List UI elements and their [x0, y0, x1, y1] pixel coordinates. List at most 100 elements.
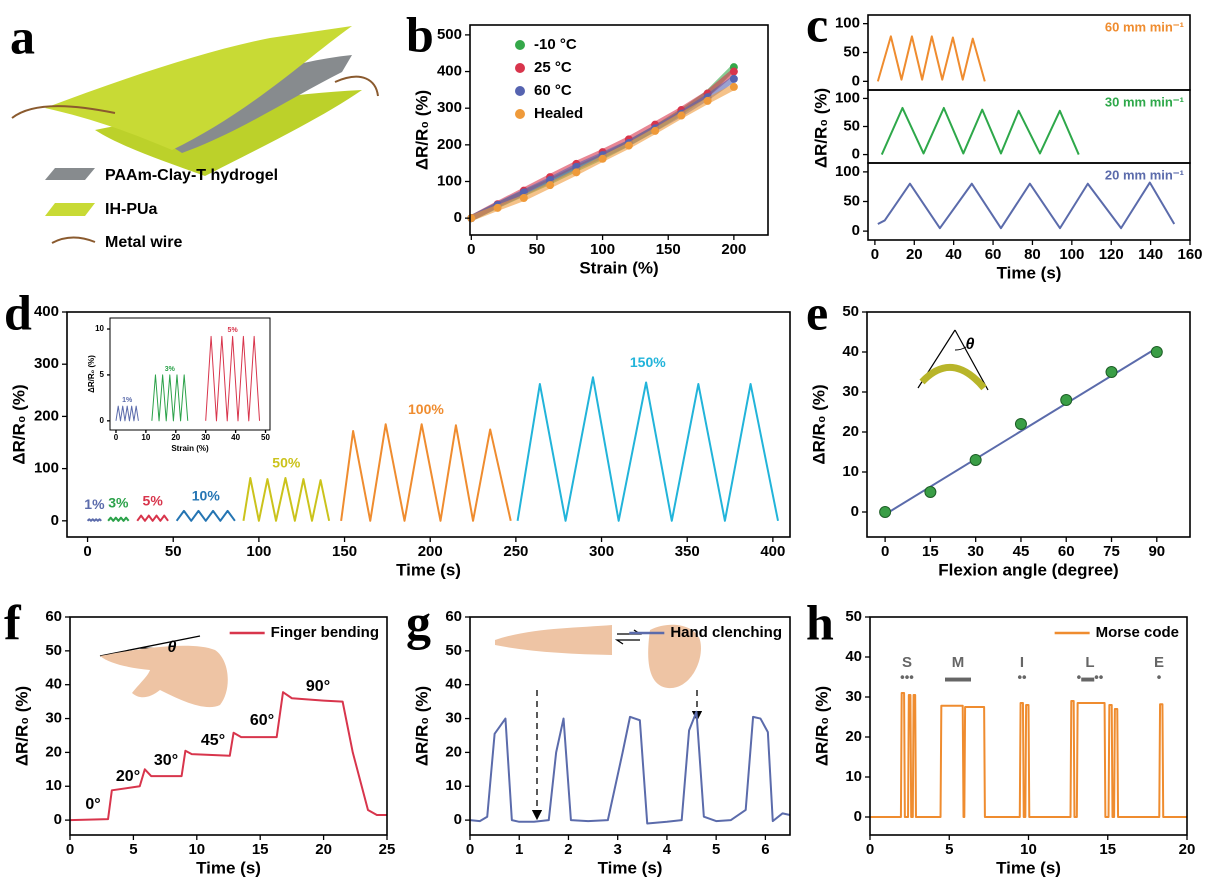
morse-code: •▬••	[1077, 669, 1104, 684]
morse-code: •	[1157, 669, 1162, 684]
x-tick-label: 20	[171, 433, 180, 442]
x-tick-label: 80	[1024, 246, 1041, 263]
x-tick-label: 250	[503, 543, 528, 560]
data-point	[1060, 394, 1073, 406]
x-tick-label: 5	[129, 841, 137, 858]
x-tick-label: 20	[906, 246, 923, 263]
x-axis-label: Strain (%)	[171, 444, 209, 453]
data-line	[69, 691, 387, 822]
morse-letter: S	[902, 654, 912, 671]
legend-label: IH-PUa	[105, 201, 158, 218]
data-point	[924, 486, 937, 498]
data-line	[340, 423, 512, 522]
y-axis-label: ΔR/R₀ (%)	[811, 88, 830, 168]
data-line	[877, 181, 1176, 230]
y-tick-label: 50	[445, 642, 462, 659]
x-tick-label: 200	[721, 241, 746, 258]
x-tick-label: 50	[261, 433, 270, 442]
x-tick-label: 160	[1177, 246, 1202, 263]
series-label: 1%	[84, 496, 105, 512]
legend-label: Hand clenching	[670, 624, 782, 641]
legend-marker	[515, 40, 525, 50]
wire	[11, 105, 116, 119]
morse-code: •••	[900, 669, 914, 684]
y-tick-label: 0	[852, 222, 860, 239]
annotation: θ	[168, 639, 177, 656]
series-label: 1%	[122, 397, 133, 404]
panel-label: f	[4, 594, 22, 650]
y-axis-label: ΔR/R₀ (%)	[412, 90, 431, 170]
y-tick-label: 30	[445, 710, 462, 727]
x-tick-label: 40	[231, 433, 240, 442]
x-tick-label: 10	[141, 433, 150, 442]
annotation: 90°	[306, 678, 330, 695]
y-tick-label: 300	[34, 355, 59, 372]
morse-code: ▬▬	[945, 669, 971, 684]
y-tick-label: 40	[845, 648, 862, 665]
data-line	[136, 514, 169, 522]
y-tick-label: 200	[437, 136, 462, 153]
y-tick-label: 400	[34, 303, 59, 320]
x-tick-label: 60	[1058, 543, 1075, 560]
x-tick-label: 0	[83, 543, 91, 560]
data-line	[86, 518, 102, 522]
series-label: 100%	[408, 401, 444, 417]
series-label: 5%	[228, 327, 239, 334]
data-point	[677, 111, 686, 120]
panel-label: b	[406, 6, 434, 62]
legend-label: Finger bending	[271, 624, 379, 641]
flexion-icon	[917, 329, 989, 391]
x-tick-label: 5	[945, 841, 953, 858]
data-line	[876, 35, 986, 82]
y-tick-label: 300	[437, 99, 462, 116]
morse-letter: E	[1154, 654, 1164, 671]
legend-swatch	[45, 203, 95, 216]
y-tick-label: 0	[852, 146, 860, 163]
axes-frame	[66, 311, 791, 538]
y-tick-label: 40	[45, 676, 62, 693]
y-tick-label: 40	[445, 676, 462, 693]
x-tick-label: 0	[466, 841, 474, 858]
axes-frame	[69, 616, 388, 836]
wire	[334, 75, 379, 97]
data-point	[729, 82, 738, 91]
y-tick-label: 40	[842, 343, 859, 360]
data-point	[1105, 366, 1118, 378]
x-tick-label: 5	[712, 841, 720, 858]
x-tick-label: 75	[1103, 543, 1120, 560]
y-tick-label: 5	[100, 370, 105, 379]
y-tick-label: 60	[45, 608, 62, 625]
x-tick-label: 60	[985, 246, 1002, 263]
y-tick-label: 50	[845, 608, 862, 625]
y-tick-label: 0	[454, 209, 462, 226]
y-tick-label: 0	[454, 811, 462, 828]
y-tick-label: 500	[437, 26, 462, 43]
y-tick-label: 0	[851, 503, 859, 520]
illustration: a PAAm-Clay-T hydrogel IH-PUa Metal wire	[10, 8, 379, 251]
y-tick-label: 20	[445, 743, 462, 760]
data-point	[624, 141, 633, 150]
data-point	[651, 126, 660, 135]
x-tick-label: 1	[515, 841, 523, 858]
y-tick-label: 100	[437, 172, 462, 189]
morse-letter: L	[1085, 654, 1094, 671]
annotation: 30°	[154, 752, 178, 769]
axes-frame	[469, 616, 791, 836]
x-tick-label: 0	[114, 433, 119, 442]
data-line	[469, 710, 791, 825]
y-tick-label: 10	[445, 777, 462, 794]
data-line	[205, 335, 261, 422]
x-tick-label: 0	[66, 841, 74, 858]
data-point	[703, 96, 712, 105]
y-axis-label: ΔR/R₀ (%)	[9, 384, 28, 464]
legend-label: Metal wire	[105, 234, 182, 251]
y-axis-label: ΔR/R₀ (%)	[87, 355, 96, 393]
annotation: 60°	[250, 712, 274, 729]
axes-frame	[866, 311, 1191, 538]
annotation: 20°	[116, 768, 140, 785]
y-tick-label: 50	[842, 303, 859, 320]
series-label: 20 mm min⁻¹	[1105, 167, 1184, 182]
x-tick-label: 400	[760, 543, 785, 560]
series-label: 60 mm min⁻¹	[1105, 19, 1184, 34]
x-axis-label: Time (s)	[396, 560, 461, 579]
